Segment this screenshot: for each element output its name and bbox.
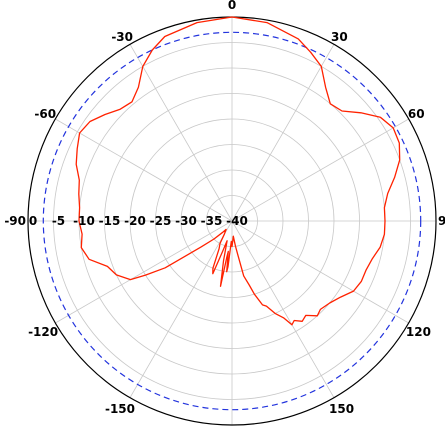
angle-tick-label: 60 (408, 107, 425, 121)
angle-tick-label: -120 (28, 325, 58, 339)
radial-tick-label: -5 (52, 214, 65, 228)
angle-tick-label: 90 (438, 214, 445, 228)
angle-tick-label: -150 (105, 402, 135, 416)
grid-spoke (55, 118, 233, 222)
angle-tick-label: 0 (228, 0, 236, 12)
radial-tick-label: -30 (175, 214, 197, 228)
radial-tick-label: -35 (201, 214, 223, 228)
radial-tick-label: -20 (124, 214, 146, 228)
grid-spoke (231, 220, 335, 398)
angle-tick-label: -30 (111, 30, 133, 44)
radial-tick-label: -40 (226, 214, 248, 228)
grid-spoke (231, 44, 335, 222)
angle-tick-label: 120 (406, 325, 431, 339)
grid-spoke (129, 44, 233, 222)
grid-spoke (129, 220, 233, 398)
angle-tick-label: -60 (34, 107, 56, 121)
reference-circle (42, 31, 422, 411)
radial-labels: 0 -5 -10 -15 -20 -25 -30 -35 -40 (29, 214, 248, 228)
grid-spoke (55, 220, 233, 324)
radial-tick-label: -15 (99, 214, 121, 228)
angle-tick-label: -90 (4, 214, 26, 228)
grid-spoke (231, 220, 409, 324)
angle-tick-label: 150 (329, 402, 354, 416)
radial-tick-label: -25 (150, 214, 172, 228)
radial-tick-label: -10 (73, 214, 95, 228)
angle-labels: 0306090120150±180-150-120-90-60-30 (4, 0, 445, 416)
pattern-trace (75, 16, 401, 326)
grid-spoke (231, 118, 409, 222)
radial-tick-label: 0 (29, 214, 37, 228)
angle-tick-label: 30 (331, 30, 348, 44)
polar-grid (28, 17, 436, 425)
